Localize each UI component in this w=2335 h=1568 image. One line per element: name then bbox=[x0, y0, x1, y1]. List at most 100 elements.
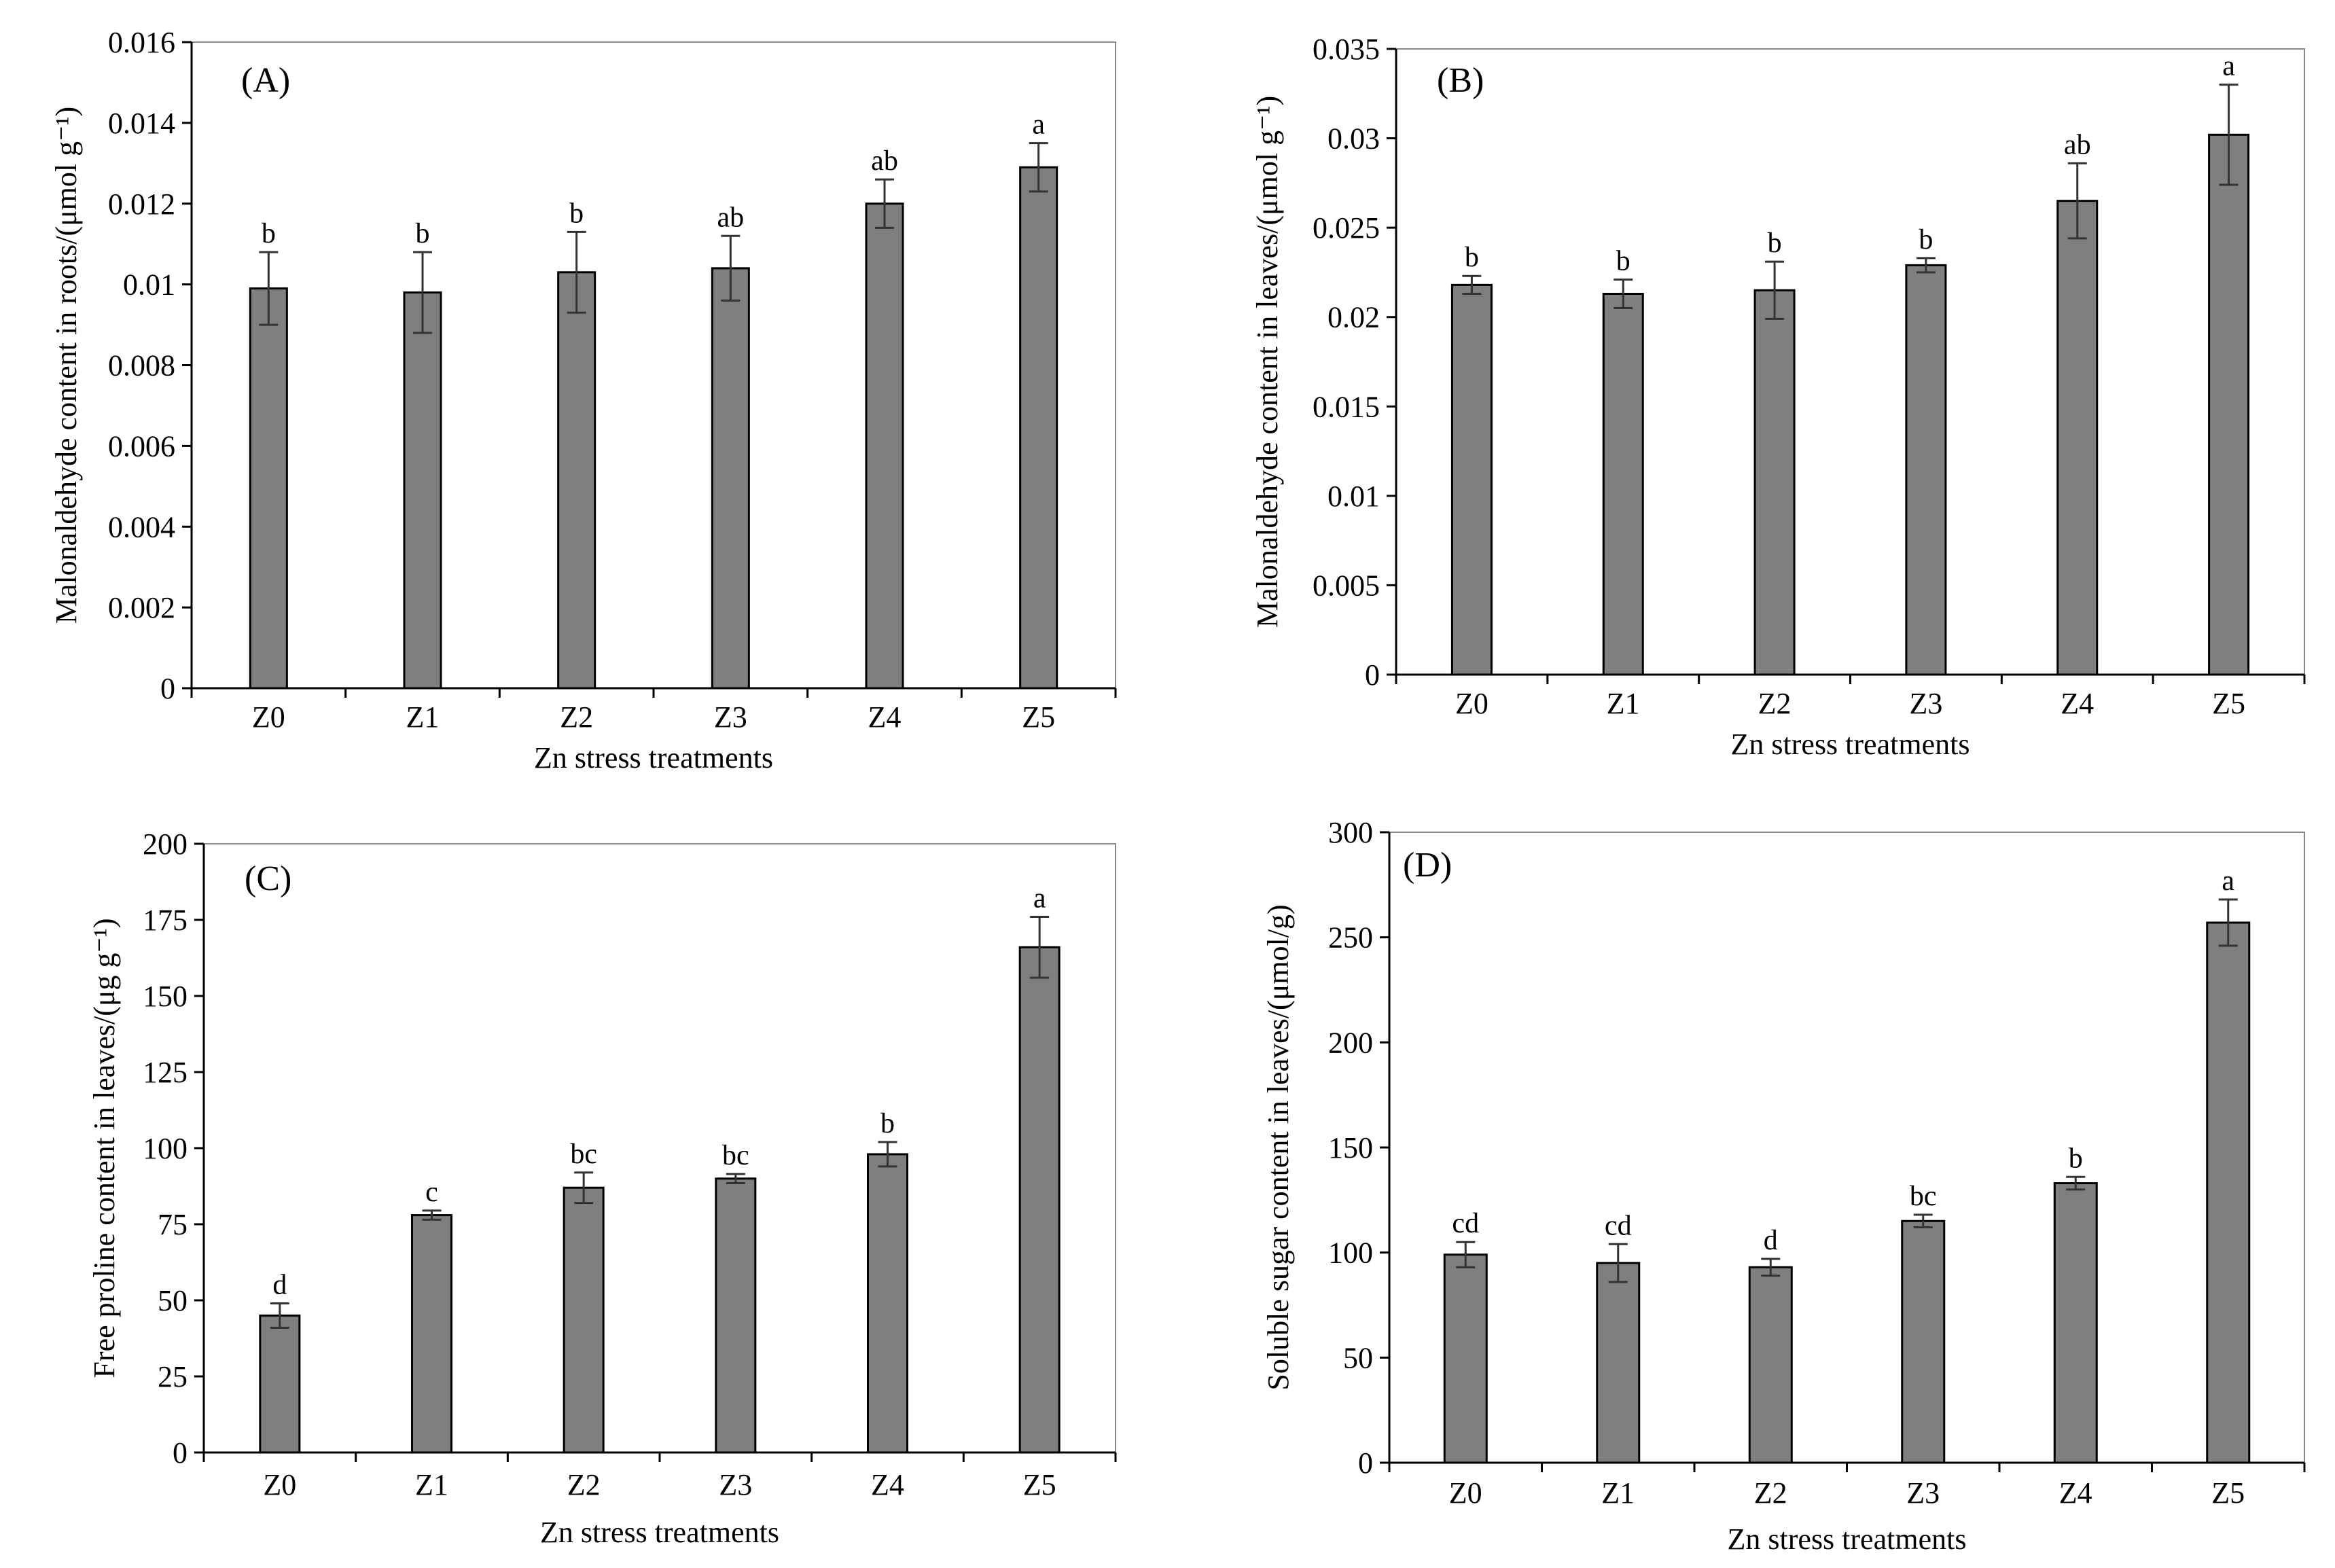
bar bbox=[715, 1177, 757, 1454]
bar bbox=[1019, 166, 1058, 690]
y-tick-label: 50 bbox=[1343, 1341, 1373, 1374]
bar bbox=[2208, 133, 2250, 676]
significance-label: b bbox=[2069, 1143, 2083, 1174]
y-tick-label: 0 bbox=[1358, 1446, 1373, 1480]
error-bar bbox=[1761, 1258, 1781, 1277]
x-tick-label: Z2 bbox=[1754, 1476, 1787, 1510]
plot-frame bbox=[1389, 832, 2305, 1463]
error-bar bbox=[567, 230, 586, 314]
x-axis-title: Zn stress treatments bbox=[1728, 1522, 1967, 1556]
y-tick-label: 50 bbox=[158, 1284, 188, 1317]
bar bbox=[249, 287, 288, 690]
y-tick-label: 0.016 bbox=[108, 26, 175, 59]
significance-label: b bbox=[1616, 245, 1630, 277]
y-tick-label: 150 bbox=[1328, 1131, 1373, 1164]
significance-label: bc bbox=[1910, 1181, 1937, 1212]
y-tick-label: 0.025 bbox=[1313, 211, 1380, 245]
bar bbox=[1905, 264, 1947, 676]
bar bbox=[865, 202, 904, 690]
significance-label: bc bbox=[570, 1139, 597, 1170]
bar bbox=[2056, 200, 2099, 676]
x-axis-title: Zn stress treatments bbox=[1731, 728, 1970, 761]
y-axis-title: Soluble sugar content in leaves/(μmol/g) bbox=[1262, 904, 1295, 1390]
x-tick-label: Z4 bbox=[2059, 1476, 2092, 1510]
y-tick-label: 0.03 bbox=[1327, 122, 1380, 156]
error-bar bbox=[721, 234, 741, 302]
significance-label: ab bbox=[2064, 129, 2091, 160]
x-tick-label: Z4 bbox=[871, 1468, 904, 1501]
bar bbox=[403, 291, 442, 690]
y-tick-label: 0 bbox=[173, 1436, 188, 1469]
bar bbox=[259, 1314, 301, 1454]
chart-panel-c: 0 25 50 75 100 125 150 175 200 d Z0 c Z1 bc Z2 bc Z3 b Z4 a… bbox=[88, 827, 1117, 1549]
panel-label: (A) bbox=[241, 61, 290, 100]
y-tick-label: 0.005 bbox=[1313, 569, 1380, 602]
panel-label: (C) bbox=[245, 859, 291, 898]
error-bar bbox=[2067, 162, 2087, 240]
y-tick-label: 100 bbox=[143, 1132, 188, 1165]
y-tick-label: 0.035 bbox=[1313, 33, 1380, 66]
plot-frame bbox=[1395, 48, 2305, 675]
error-bar bbox=[574, 1171, 594, 1205]
x-tick-label: Z1 bbox=[1607, 687, 1640, 720]
plot-frame bbox=[203, 843, 1116, 1453]
x-tick-label: Z2 bbox=[560, 700, 593, 734]
chart-panel-b: 0 0.005 0.01 0.015 0.02 0.025 0.03 0.035 b Z0 b Z1 b… bbox=[1251, 33, 2306, 761]
bar bbox=[1901, 1219, 1946, 1464]
y-tick-label: 125 bbox=[143, 1056, 188, 1089]
y-tick-label: 0.008 bbox=[108, 349, 175, 382]
error-bar bbox=[875, 178, 894, 229]
y-tick-label: 0.01 bbox=[123, 268, 175, 302]
x-tick-label: Z1 bbox=[415, 1468, 448, 1501]
bar bbox=[1596, 1262, 1641, 1464]
x-tick-label: Z0 bbox=[1449, 1476, 1482, 1510]
x-axis-title: Zn stress treatments bbox=[540, 1516, 779, 1549]
significance-label: c bbox=[425, 1177, 438, 1208]
x-tick-label: Z5 bbox=[1023, 1468, 1056, 1501]
y-tick-label: 0 bbox=[1365, 658, 1380, 692]
significance-label: ab bbox=[871, 145, 898, 177]
significance-label: a bbox=[2222, 866, 2234, 897]
y-tick-label: 200 bbox=[1328, 1026, 1373, 1059]
x-tick-label: Z2 bbox=[567, 1468, 601, 1501]
error-bar bbox=[2218, 898, 2238, 947]
x-tick-label: Z0 bbox=[252, 700, 285, 734]
y-tick-label: 0.014 bbox=[108, 107, 175, 140]
x-tick-label: Z3 bbox=[714, 700, 747, 734]
significance-label: cd bbox=[1452, 1208, 1479, 1239]
panel-label: (D) bbox=[1403, 846, 1452, 885]
y-tick-label: 0.012 bbox=[108, 188, 175, 221]
y-tick-label: 100 bbox=[1328, 1236, 1373, 1270]
y-tick-label: 150 bbox=[143, 980, 188, 1013]
y-tick-label: 25 bbox=[158, 1360, 188, 1393]
x-tick-label: Z2 bbox=[1758, 687, 1792, 720]
bar bbox=[411, 1214, 452, 1454]
bar bbox=[1753, 289, 1796, 676]
bar bbox=[563, 1186, 605, 1454]
y-tick-label: 75 bbox=[158, 1208, 188, 1241]
significance-label: a bbox=[2222, 51, 2235, 82]
significance-label: b bbox=[262, 218, 276, 249]
error-bar bbox=[413, 251, 432, 334]
x-tick-label: Z5 bbox=[1022, 700, 1055, 734]
x-tick-label: Z0 bbox=[1455, 687, 1489, 720]
chart-panel-d: 0 50 100 150 200 250 300 cd Z0 cd Z1 d Z2 bc Z3 b Z4 a Z5 (… bbox=[1262, 816, 2306, 1556]
y-tick-label: 0.006 bbox=[108, 429, 175, 463]
significance-label: b bbox=[1919, 224, 1933, 255]
significance-label: cd bbox=[1605, 1210, 1632, 1241]
bar bbox=[2053, 1182, 2098, 1464]
error-bar bbox=[1916, 257, 1936, 274]
bar bbox=[1450, 283, 1493, 676]
significance-label: a bbox=[1032, 109, 1045, 141]
y-tick-label: 0 bbox=[160, 672, 175, 705]
significance-label: b bbox=[416, 218, 430, 249]
bar bbox=[2206, 921, 2251, 1464]
y-tick-label: 0.002 bbox=[108, 591, 175, 624]
x-tick-label: Z1 bbox=[1601, 1476, 1635, 1510]
x-tick-label: Z4 bbox=[2061, 687, 2094, 720]
x-tick-label: Z3 bbox=[719, 1468, 752, 1501]
x-tick-label: Z4 bbox=[868, 700, 902, 734]
error-bar bbox=[878, 1141, 897, 1168]
bar bbox=[711, 267, 750, 690]
